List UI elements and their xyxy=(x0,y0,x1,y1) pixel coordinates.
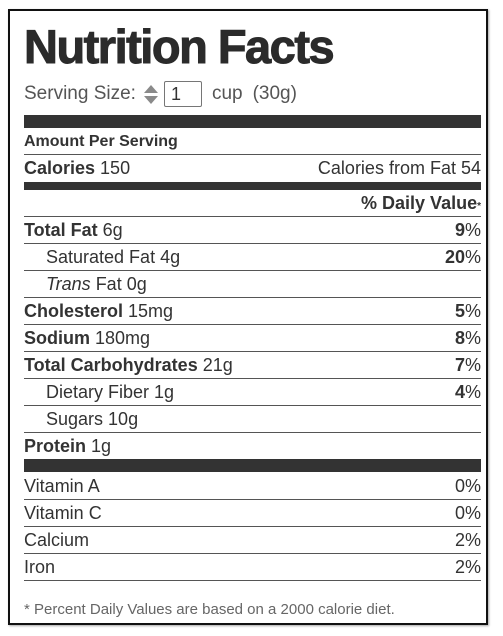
nutrition-label: Nutrition Facts Serving Size: cup (30g) … xyxy=(8,9,488,625)
sodium-label: Sodium xyxy=(24,327,90,348)
calcium-label: Calcium xyxy=(24,529,90,550)
calories-row: Calories 150 Calories from Fat 54 xyxy=(24,156,481,180)
sugars-label: Sugars xyxy=(46,408,104,429)
sodium-amount: 180mg xyxy=(95,327,151,348)
calories-from-fat-label: Calories from Fat xyxy=(317,157,456,178)
dietary-fiber-dv: 4 xyxy=(454,381,465,402)
serving-size-row: Serving Size: cup (30g) xyxy=(24,79,297,109)
medium-divider xyxy=(24,182,481,190)
vitamin-a-label: Vitamin A xyxy=(24,475,100,496)
vitamin-a-value: 0% xyxy=(454,475,481,496)
saturated-fat-amount: 4g xyxy=(160,246,181,267)
total-carbohydrates-dv: 7 xyxy=(454,354,465,375)
vitamin-c-value: 0% xyxy=(454,502,481,523)
percent-sign: % xyxy=(464,300,481,321)
serving-quantity-input[interactable] xyxy=(163,81,202,107)
trans-fat-label-italic: Trans xyxy=(46,273,91,294)
total-fat-dv: 9 xyxy=(454,219,465,240)
cholesterol-dv: 5 xyxy=(454,300,465,321)
total-fat-amount: 6g xyxy=(102,219,123,240)
divider xyxy=(24,243,481,244)
divider xyxy=(24,553,481,554)
divider xyxy=(24,324,481,325)
dietary-fiber-amount: 1g xyxy=(154,381,175,402)
divider xyxy=(24,499,481,500)
daily-value-header: % Daily Value xyxy=(361,193,478,213)
sodium-row: Sodium 180mg 8% xyxy=(24,325,481,351)
protein-label: Protein xyxy=(24,435,87,456)
divider xyxy=(24,378,481,379)
divider xyxy=(24,351,481,352)
thick-divider xyxy=(24,115,481,128)
percent-sign: % xyxy=(464,246,481,267)
sugars-row: Sugars 10g xyxy=(24,406,481,432)
amount-per-serving-row: Amount Per Serving xyxy=(24,131,481,153)
trans-fat-row: Trans Fat 0g xyxy=(24,271,481,297)
label-title: Nutrition Facts xyxy=(23,20,335,73)
saturated-fat-dv: 20 xyxy=(444,246,465,267)
serving-weight: (30g) xyxy=(252,83,297,104)
quantity-stepper[interactable] xyxy=(142,84,160,104)
percent-sign: % xyxy=(464,354,481,375)
calcium-row: Calcium 2% xyxy=(24,527,481,553)
percent-sign: % xyxy=(464,327,481,348)
cholesterol-amount: 15mg xyxy=(128,300,174,321)
serving-unit: cup xyxy=(211,83,243,104)
vitamin-c-row: Vitamin C 0% xyxy=(24,500,481,526)
total-carbohydrates-amount: 21g xyxy=(202,354,233,375)
dietary-fiber-row: Dietary Fiber 1g 4% xyxy=(24,379,481,405)
total-fat-label: Total Fat xyxy=(24,219,98,240)
thick-divider xyxy=(24,459,481,472)
total-fat-row: Total Fat 6g 9% xyxy=(24,217,481,243)
calcium-value: 2% xyxy=(454,529,481,550)
vitamin-a-row: Vitamin A 0% xyxy=(24,473,481,499)
stepper-up-icon[interactable] xyxy=(143,84,158,93)
total-carbohydrates-row: Total Carbohydrates 21g 7% xyxy=(24,352,481,378)
iron-row: Iron 2% xyxy=(24,554,481,580)
divider xyxy=(24,432,481,433)
daily-value-asterisk: * xyxy=(477,201,481,212)
dietary-fiber-label: Dietary Fiber xyxy=(46,381,150,402)
sugars-amount: 10g xyxy=(108,408,139,429)
divider xyxy=(24,297,481,298)
serving-size-label: Serving Size: xyxy=(24,83,136,104)
vitamin-c-label: Vitamin C xyxy=(24,502,102,523)
protein-row: Protein 1g xyxy=(24,433,481,459)
sodium-dv: 8 xyxy=(454,327,465,348)
saturated-fat-label: Saturated Fat xyxy=(46,246,156,267)
iron-value: 2% xyxy=(454,556,481,577)
divider xyxy=(24,580,481,581)
percent-sign: % xyxy=(464,381,481,402)
divider xyxy=(24,526,481,527)
total-carbohydrates-label: Total Carbohydrates xyxy=(24,354,198,375)
amount-per-serving-label: Amount Per Serving xyxy=(24,133,178,150)
protein-amount: 1g xyxy=(91,435,112,456)
divider xyxy=(24,216,481,217)
cholesterol-label: Cholesterol xyxy=(24,300,124,321)
divider xyxy=(24,154,481,155)
stepper-down-icon[interactable] xyxy=(143,95,158,104)
calories-from-fat-value: 54 xyxy=(460,157,481,178)
cholesterol-row: Cholesterol 15mg 5% xyxy=(24,298,481,324)
daily-value-header-row: % Daily Value * xyxy=(24,191,481,216)
trans-fat-amount: 0g xyxy=(126,273,147,294)
iron-label: Iron xyxy=(24,556,56,577)
saturated-fat-row: Saturated Fat 4g 20% xyxy=(24,244,481,270)
calories-label: Calories xyxy=(24,157,96,178)
divider xyxy=(24,270,481,271)
calories-value: 150 xyxy=(100,157,131,178)
divider xyxy=(24,405,481,406)
footnote: * Percent Daily Values are based on a 20… xyxy=(24,601,395,618)
percent-sign: % xyxy=(464,219,481,240)
trans-fat-label: Fat xyxy=(95,273,122,294)
